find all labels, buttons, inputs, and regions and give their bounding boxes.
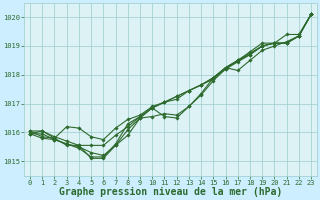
X-axis label: Graphe pression niveau de la mer (hPa): Graphe pression niveau de la mer (hPa) [59,187,282,197]
